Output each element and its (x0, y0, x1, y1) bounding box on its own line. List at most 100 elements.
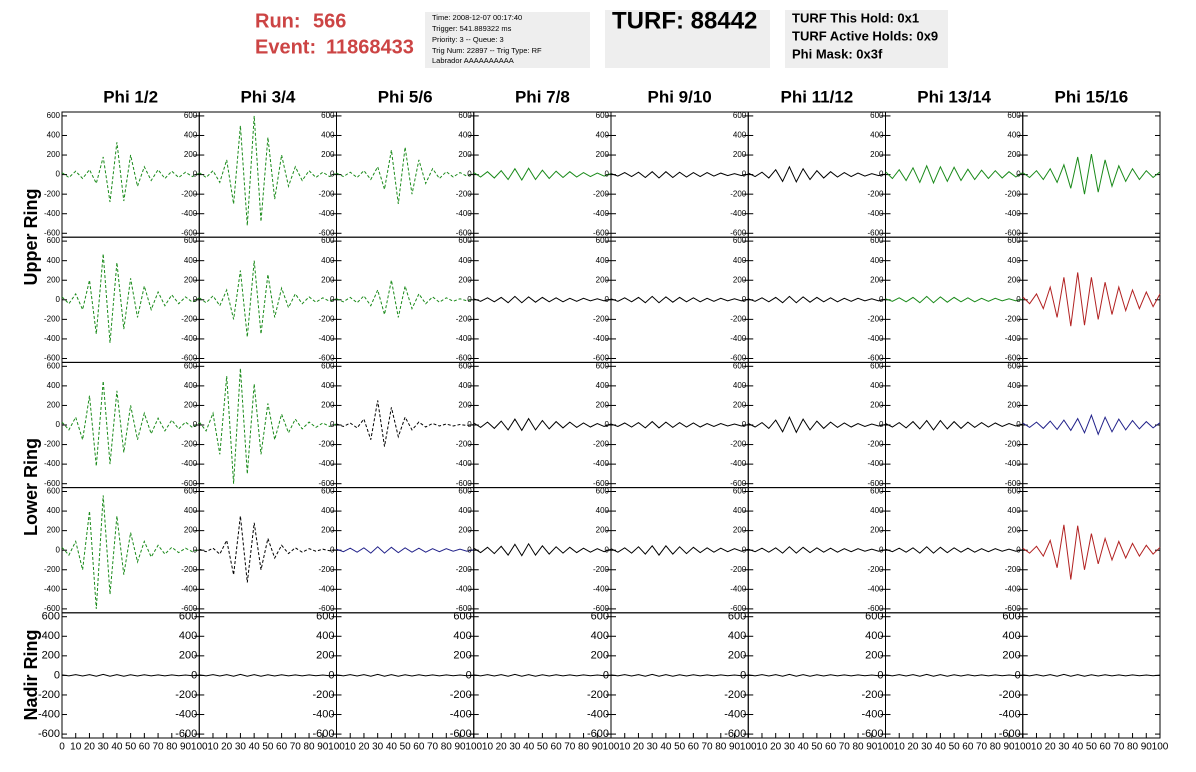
y-tick-label: 400 (42, 630, 60, 642)
panel-frame (747, 236, 886, 363)
y-tick-label: -600 (867, 228, 884, 237)
y-tick-label: -200 (861, 689, 883, 701)
x-tick-label: 40 (660, 742, 672, 753)
y-tick-label: -600 (318, 604, 335, 613)
y-tick-label: 600 (458, 487, 472, 496)
y-tick-label: 200 (458, 275, 472, 284)
y-tick-label: -600 (450, 728, 472, 740)
y-tick-label: 200 (596, 401, 610, 410)
y-tick-label: 0 (193, 545, 198, 554)
panel-frame (473, 487, 612, 614)
y-tick-label: -400 (456, 209, 473, 218)
y-tick-label: -400 (867, 334, 884, 343)
y-tick-label: -600 (318, 228, 335, 237)
y-tick-label: 400 (870, 256, 884, 265)
x-tick-label: 30 (1058, 742, 1070, 753)
y-tick-label: 600 (184, 487, 198, 496)
x-tick-label: 30 (647, 742, 659, 753)
y-tick-label: -200 (1005, 314, 1022, 323)
panel-frame (198, 236, 337, 363)
x-tick-label: 30 (921, 742, 933, 753)
x-tick-label: 100 (877, 742, 894, 753)
y-tick-label: -400 (318, 584, 335, 593)
y-tick-label: -400 (450, 708, 472, 720)
waveform (336, 280, 474, 318)
y-tick-label: 400 (728, 630, 746, 642)
info-line: Trig Num: 22897 -- Trig Type: RF (432, 46, 542, 55)
x-tick-label: 90 (592, 742, 604, 753)
y-tick-label: -200 (44, 565, 61, 574)
y-tick-label: 200 (865, 650, 883, 662)
x-tick-label: 30 (784, 742, 796, 753)
x-tick-label: 60 (551, 742, 563, 753)
y-tick-label: 400 (596, 506, 610, 515)
waveform (473, 295, 612, 304)
run-label: Run: (255, 10, 301, 32)
event-value: 11868433 (326, 36, 414, 58)
y-tick-label: 200 (47, 150, 61, 159)
x-tick-label: 100 (1014, 742, 1031, 753)
x-tick-label: 80 (715, 742, 727, 753)
x-tick-label: 60 (276, 742, 288, 753)
waveform (198, 368, 337, 484)
y-tick-label: -200 (456, 189, 473, 198)
waveform (748, 416, 886, 434)
info-line: Time: 2008-12-07 00:17:40 (432, 13, 522, 22)
y-tick-label: -200 (867, 189, 884, 198)
x-tick-label: 70 (839, 742, 851, 753)
y-tick-label: -400 (44, 459, 61, 468)
panel-frame (1022, 361, 1161, 489)
ring-label: Upper Ring (21, 189, 41, 286)
y-tick-label: 0 (1016, 295, 1021, 304)
x-tick-label: 100 (603, 742, 620, 753)
y-tick-label: -200 (456, 440, 473, 449)
waveform (199, 115, 337, 226)
waveform (336, 147, 474, 204)
y-tick-label: 600 (47, 111, 61, 120)
y-tick-label: -400 (730, 209, 747, 218)
y-tick-label: 600 (458, 361, 472, 370)
y-tick-label: -600 (1005, 479, 1022, 488)
y-tick-label: 400 (865, 630, 883, 642)
y-tick-label: -200 (44, 440, 61, 449)
y-tick-label: 0 (605, 170, 610, 179)
y-tick-label: -600 (38, 728, 60, 740)
y-tick-label: -200 (730, 565, 747, 574)
y-tick-label: 200 (596, 526, 610, 535)
x-tick-label: 50 (1086, 742, 1098, 753)
y-tick-label: 600 (1007, 361, 1021, 370)
y-tick-label: -400 (867, 459, 884, 468)
x-tick-label: 90 (1003, 742, 1015, 753)
y-tick-label: 200 (458, 526, 472, 535)
y-tick-label: -200 (456, 565, 473, 574)
x-tick-label: 80 (1127, 742, 1139, 753)
panel-frame (747, 111, 886, 238)
waveform (748, 165, 886, 184)
y-tick-label: -600 (456, 604, 473, 613)
waveform (748, 546, 886, 554)
waveform (336, 546, 474, 554)
y-tick-label: 400 (316, 630, 334, 642)
y-tick-label: -600 (44, 228, 61, 237)
y-tick-label: 200 (870, 401, 884, 410)
y-tick-label: 600 (1007, 236, 1021, 245)
y-tick-label: -600 (44, 479, 61, 488)
panel-frame (610, 236, 749, 363)
y-tick-label: -400 (318, 334, 335, 343)
y-tick-label: 600 (321, 361, 335, 370)
y-tick-label: -400 (1005, 209, 1022, 218)
y-tick-label: -400 (724, 708, 746, 720)
y-tick-label: -600 (587, 728, 609, 740)
turf-info: Phi Mask: 0x3f (792, 46, 883, 61)
y-tick-label: 200 (591, 650, 609, 662)
x-tick-label: 50 (262, 742, 274, 753)
panel-frame (885, 111, 1024, 238)
y-tick-label: 400 (47, 131, 61, 140)
y-tick-label: 0 (605, 295, 610, 304)
y-tick-label: 400 (458, 381, 472, 390)
y-tick-label: -600 (1005, 604, 1022, 613)
y-tick-label: 0 (742, 295, 747, 304)
y-tick-label: -400 (175, 708, 197, 720)
y-tick-label: -600 (44, 604, 61, 613)
y-tick-label: -600 (724, 728, 746, 740)
